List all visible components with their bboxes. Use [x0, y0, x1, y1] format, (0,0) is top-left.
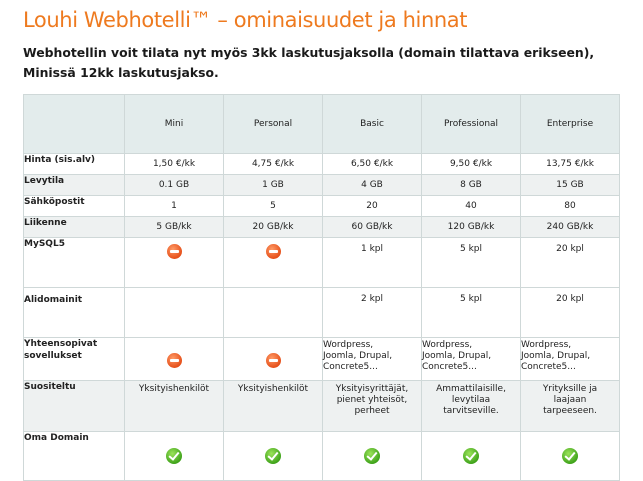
no-entry-icon	[166, 244, 182, 259]
cell-subdomains-enterprise: 20 kpl	[521, 288, 619, 337]
cell-traffic-basic: 60 GB/kk	[323, 217, 421, 237]
cell-email-enterprise: 80	[521, 196, 619, 216]
header-corner	[24, 95, 124, 153]
cell-subdomains-personal	[224, 288, 322, 337]
pricing-table: Mini Personal Basic Professional Enterpr…	[23, 94, 620, 481]
cell-recommended-mini: Yksityishenkilöt	[125, 381, 223, 431]
cell-price-basic: 6,50 €/kk	[323, 154, 421, 174]
no-entry-icon	[166, 352, 182, 368]
table-row: Oma Domain	[24, 432, 619, 480]
check-icon	[463, 448, 479, 464]
cell-traffic-professional: 120 GB/kk	[422, 217, 520, 237]
cell-mysql-personal	[224, 238, 322, 287]
table-row: Suositeltu Yksityishenkilöt Yksityishenk…	[24, 381, 619, 431]
cell-compat-enterprise: Wordpress, Joomla, Drupal, Concrete5...	[521, 338, 619, 380]
cell-compat-professional: Wordpress, Joomla, Drupal, Concrete5...	[422, 338, 520, 380]
check-icon	[166, 448, 182, 464]
table-row: Yhteensopivat sovellukset Wordpress, Joo…	[24, 338, 619, 380]
cell-own-domain-mini	[125, 432, 223, 480]
row-label-traffic: Liikenne	[24, 217, 124, 237]
row-label-recommended: Suositeltu	[24, 381, 124, 431]
cell-own-domain-professional	[422, 432, 520, 480]
plan-header-row: Mini Personal Basic Professional Enterpr…	[24, 95, 619, 153]
cell-own-domain-basic	[323, 432, 421, 480]
cell-email-mini: 1	[125, 196, 223, 216]
cell-disk-professional: 8 GB	[422, 175, 520, 195]
table-row: Levytila 0.1 GB 1 GB 4 GB 8 GB 15 GB	[24, 175, 619, 195]
cell-disk-enterprise: 15 GB	[521, 175, 619, 195]
cell-traffic-personal: 20 GB/kk	[224, 217, 322, 237]
cell-disk-mini: 0.1 GB	[125, 175, 223, 195]
row-label-disk: Levytila	[24, 175, 124, 195]
cell-mysql-mini	[125, 238, 223, 287]
cell-mysql-basic: 1 kpl	[323, 238, 421, 287]
table-row: Alidomainit 2 kpl 5 kpl 20 kpl	[24, 288, 619, 337]
cell-disk-personal: 1 GB	[224, 175, 322, 195]
table-row: Liikenne 5 GB/kk 20 GB/kk 60 GB/kk 120 G…	[24, 217, 619, 237]
cell-subdomains-professional: 5 kpl	[422, 288, 520, 337]
cell-disk-basic: 4 GB	[323, 175, 421, 195]
row-label-mysql: MySQL5	[24, 238, 124, 287]
cell-recommended-personal: Yksityishenkilöt	[224, 381, 322, 431]
cell-own-domain-enterprise	[521, 432, 619, 480]
check-icon	[364, 448, 380, 464]
cell-price-personal: 4,75 €/kk	[224, 154, 322, 174]
table-row: Hinta (sis.alv) 1,50 €/kk 4,75 €/kk 6,50…	[24, 154, 619, 174]
cell-price-professional: 9,50 €/kk	[422, 154, 520, 174]
plan-mini: Mini	[125, 95, 223, 153]
no-entry-icon	[265, 352, 281, 368]
row-label-subdomains: Alidomainit	[24, 288, 124, 337]
table-row: Sähköpostit 1 5 20 40 80	[24, 196, 619, 216]
no-entry-icon	[265, 244, 281, 259]
row-label-own-domain: Oma Domain	[24, 432, 124, 480]
check-icon	[265, 448, 281, 464]
cell-own-domain-personal	[224, 432, 322, 480]
cell-mysql-professional: 5 kpl	[422, 238, 520, 287]
plan-basic: Basic	[323, 95, 421, 153]
cell-traffic-mini: 5 GB/kk	[125, 217, 223, 237]
cell-email-personal: 5	[224, 196, 322, 216]
row-label-email: Sähköpostit	[24, 196, 124, 216]
cell-compat-basic: Wordpress, Joomla, Drupal, Concrete5...	[323, 338, 421, 380]
cell-email-professional: 40	[422, 196, 520, 216]
row-label-compat: Yhteensopivat sovellukset	[24, 338, 124, 380]
plan-professional: Professional	[422, 95, 520, 153]
table-row: MySQL5 1 kpl 5 kpl 20 kpl	[24, 238, 619, 287]
cell-recommended-professional: Ammattilaisille, levytilaa tarvitseville…	[422, 381, 520, 431]
plan-enterprise: Enterprise	[521, 95, 619, 153]
cell-mysql-enterprise: 20 kpl	[521, 238, 619, 287]
cell-compat-personal	[224, 338, 322, 380]
check-icon	[562, 448, 578, 464]
cell-recommended-basic: Yksityisyrittäjät, pienet yhteisöt, perh…	[323, 381, 421, 431]
plan-personal: Personal	[224, 95, 322, 153]
page-title: Louhi Webhotelli™ – ominaisuudet ja hinn…	[23, 8, 468, 32]
cell-price-enterprise: 13,75 €/kk	[521, 154, 619, 174]
cell-email-basic: 20	[323, 196, 421, 216]
cell-subdomains-basic: 2 kpl	[323, 288, 421, 337]
cell-traffic-enterprise: 240 GB/kk	[521, 217, 619, 237]
row-label-price: Hinta (sis.alv)	[24, 154, 124, 174]
cell-recommended-enterprise: Yrityksille ja laajaan tarpeeseen.	[521, 381, 619, 431]
cell-compat-mini	[125, 338, 223, 380]
intro-text: Webhotellin voit tilata nyt myös 3kk las…	[23, 45, 595, 80]
cell-subdomains-mini	[125, 288, 223, 337]
cell-price-mini: 1,50 €/kk	[125, 154, 223, 174]
